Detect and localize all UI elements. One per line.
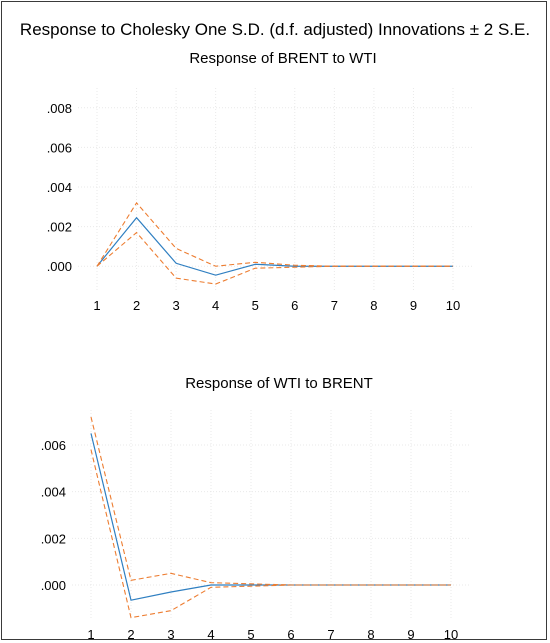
x-tick-label: 1 bbox=[93, 298, 100, 313]
upper-band-line bbox=[90, 416, 451, 586]
y-tick-label: .004 bbox=[41, 485, 66, 500]
y-tick-label: .002 bbox=[41, 531, 66, 546]
x-tick-label: 7 bbox=[327, 627, 334, 642]
y-tick-label: .006 bbox=[47, 140, 72, 155]
figure-title: Response to Cholesky One S.D. (d.f. adju… bbox=[19, 20, 531, 39]
x-tick-label: 5 bbox=[252, 298, 259, 313]
chart-title: Response of WTI to BRENT bbox=[185, 375, 373, 392]
x-tick-label: 7 bbox=[331, 298, 338, 313]
x-tick-label: 4 bbox=[207, 627, 214, 642]
x-tick-label: 8 bbox=[370, 298, 377, 313]
x-tick-label: 3 bbox=[167, 627, 174, 642]
x-tick-label: 6 bbox=[287, 627, 294, 642]
x-tick-label: 3 bbox=[172, 298, 179, 313]
x-tick-label: 5 bbox=[247, 627, 254, 642]
y-tick-label: .006 bbox=[41, 438, 66, 453]
chart-title: Response of BRENT to WTI bbox=[189, 50, 376, 67]
chart-brent-to-wti: Response of BRENT to WTI .000 .002 .004 .006… bbox=[47, 50, 472, 313]
x-tick-label: 2 bbox=[127, 627, 134, 642]
y-tick-label: .008 bbox=[47, 101, 72, 116]
x-tick-label: 9 bbox=[407, 627, 414, 642]
x-tick-label: 9 bbox=[410, 298, 417, 313]
y-tick-label: .002 bbox=[47, 220, 72, 235]
y-tick-label: .000 bbox=[47, 259, 72, 274]
x-tick-label: 10 bbox=[444, 627, 458, 642]
x-tick-label: 10 bbox=[446, 298, 460, 313]
x-tick-label: 6 bbox=[291, 298, 298, 313]
lower-band-line bbox=[90, 449, 451, 619]
response-line bbox=[90, 433, 451, 601]
x-tick-label: 4 bbox=[212, 298, 219, 313]
chart-wti-to-brent: Response of WTI to BRENT .000 .002 .004 .006… bbox=[41, 375, 470, 642]
x-tick-label: 2 bbox=[133, 298, 140, 313]
x-tick-label: 1 bbox=[87, 627, 94, 642]
lower-band-line bbox=[96, 231, 453, 285]
upper-band-line bbox=[96, 201, 453, 267]
y-tick-label: .000 bbox=[41, 578, 66, 593]
x-tick-label: 8 bbox=[367, 627, 374, 642]
y-tick-label: .004 bbox=[47, 180, 72, 195]
